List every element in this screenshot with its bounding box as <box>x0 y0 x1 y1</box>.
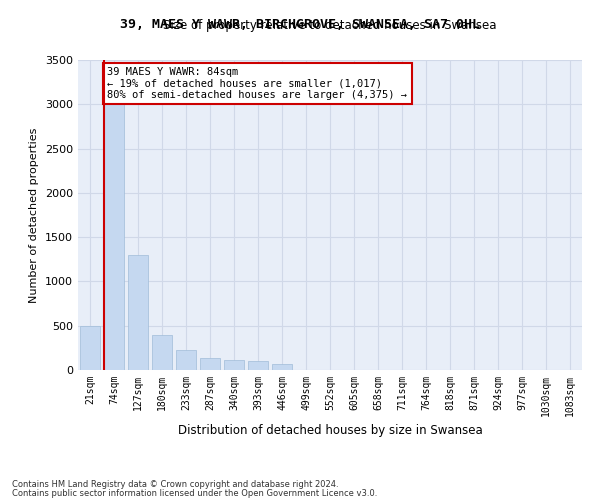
Bar <box>80 326 100 370</box>
X-axis label: Distribution of detached houses by size in Swansea: Distribution of detached houses by size … <box>178 424 482 438</box>
Bar <box>128 255 148 370</box>
Bar <box>272 364 292 370</box>
Bar <box>248 361 268 370</box>
Text: 39, MAES Y WAWR, BIRCHGROVE, SWANSEA, SA7 0HL: 39, MAES Y WAWR, BIRCHGROVE, SWANSEA, SA… <box>120 18 480 30</box>
Title: Size of property relative to detached houses in Swansea: Size of property relative to detached ho… <box>163 20 497 32</box>
Bar <box>224 360 244 370</box>
Text: Contains HM Land Registry data © Crown copyright and database right 2024.: Contains HM Land Registry data © Crown c… <box>12 480 338 489</box>
Bar <box>104 78 124 370</box>
Text: Contains public sector information licensed under the Open Government Licence v3: Contains public sector information licen… <box>12 489 377 498</box>
Bar <box>176 350 196 370</box>
Y-axis label: Number of detached properties: Number of detached properties <box>29 128 40 302</box>
Bar <box>200 358 220 370</box>
Text: 39 MAES Y WAWR: 84sqm
← 19% of detached houses are smaller (1,017)
80% of semi-d: 39 MAES Y WAWR: 84sqm ← 19% of detached … <box>107 67 407 100</box>
Bar <box>152 334 172 370</box>
